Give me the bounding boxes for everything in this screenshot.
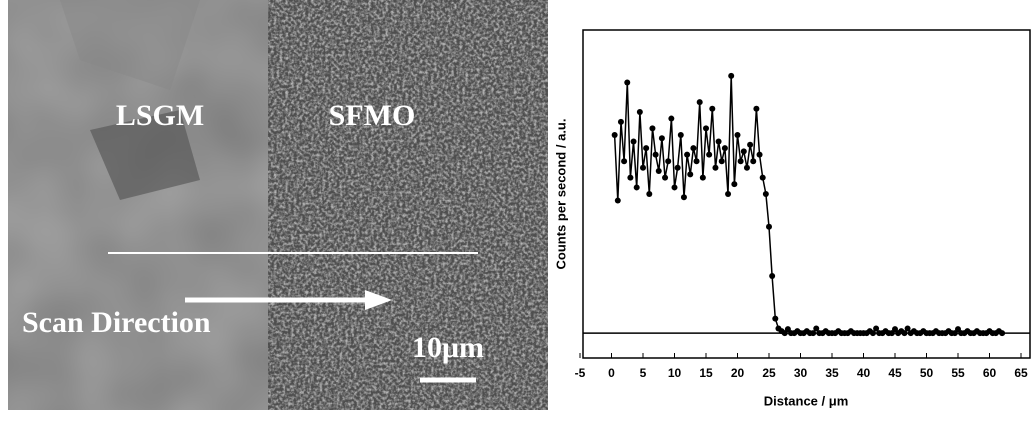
- x-tick-label: 40: [857, 366, 871, 380]
- data-point: [759, 174, 766, 181]
- x-tick-label: 15: [699, 366, 713, 380]
- sem-image: LSGM SFMO Scan Direction 10μm: [8, 0, 548, 410]
- data-point: [718, 158, 725, 165]
- data-point: [621, 158, 628, 165]
- data-point: [703, 125, 709, 132]
- scale-bar-label: 10μm: [412, 331, 484, 364]
- data-point: [630, 138, 637, 145]
- data-point: [611, 131, 618, 138]
- region-label: SFMO: [329, 99, 416, 132]
- data-point: [709, 105, 716, 112]
- data-point: [627, 174, 634, 181]
- data-point: [684, 151, 691, 158]
- data-point: [725, 191, 732, 197]
- data-point: [734, 131, 741, 138]
- data-point: [766, 223, 772, 230]
- data-point: [643, 145, 650, 152]
- data-point: [665, 158, 672, 165]
- data-point: [721, 145, 728, 152]
- data-point: [762, 191, 769, 197]
- data-point: [668, 115, 675, 122]
- data-point: [715, 138, 722, 145]
- data-point: [699, 174, 706, 181]
- x-tick-label: 0: [608, 366, 615, 380]
- data-point: [693, 158, 700, 165]
- data-point: [658, 135, 665, 142]
- x-tick-label: 55: [951, 366, 965, 380]
- x-tick-label: 60: [983, 366, 997, 380]
- data-point: [633, 184, 640, 191]
- region-label: LSGM: [116, 99, 204, 132]
- data-point: [655, 168, 662, 175]
- x-tick-label: 5: [640, 366, 647, 380]
- data-point: [690, 145, 697, 152]
- data-point: [614, 197, 621, 204]
- data-point: [756, 151, 763, 158]
- x-tick-label: -5: [575, 366, 586, 380]
- data-point: [640, 164, 646, 171]
- data-point: [671, 184, 678, 191]
- data-point: [677, 131, 684, 138]
- x-tick-label: 30: [794, 366, 808, 380]
- data-point: [652, 151, 659, 158]
- data-point: [636, 109, 643, 115]
- x-tick-label: 10: [668, 366, 682, 380]
- data-point: [873, 325, 880, 332]
- data-point: [728, 72, 735, 79]
- x-tick-label: 20: [731, 366, 745, 380]
- x-axis-label: Distance / μm: [764, 393, 849, 408]
- data-point: [649, 125, 656, 132]
- data-point: [646, 191, 653, 197]
- data-point: [712, 164, 719, 171]
- data-point: [731, 181, 738, 188]
- data-point: [743, 164, 750, 171]
- data-point: [810, 330, 817, 337]
- plot-frame: [582, 29, 1031, 359]
- data-point: [674, 164, 681, 171]
- data-point: [753, 105, 760, 112]
- data-point: [617, 118, 624, 125]
- data-point: [747, 141, 754, 148]
- data-point: [769, 273, 776, 279]
- data-point: [687, 171, 694, 178]
- data-point: [696, 99, 703, 106]
- x-tick-label: 50: [920, 366, 934, 380]
- data-point: [740, 148, 747, 155]
- data-point: [869, 330, 876, 337]
- data-point: [624, 79, 631, 86]
- data-point: [680, 194, 687, 201]
- data-point: [737, 158, 744, 165]
- x-tick-label: 65: [1014, 366, 1028, 380]
- data-point: [901, 330, 908, 337]
- x-tick-label: 45: [888, 366, 902, 380]
- data-point: [999, 330, 1006, 337]
- data-point: [772, 315, 779, 322]
- data-point: [706, 151, 713, 158]
- scan-label: Scan Direction: [22, 306, 211, 339]
- data-point: [750, 158, 757, 165]
- data-line: [613, 75, 1003, 335]
- data-point: [904, 325, 911, 332]
- x-tick-label: 35: [825, 366, 839, 380]
- x-tick-label: 25: [762, 366, 776, 380]
- data-point: [662, 174, 669, 181]
- data-point: [813, 325, 820, 332]
- y-axis-label: Counts per second / a.u.: [553, 119, 568, 270]
